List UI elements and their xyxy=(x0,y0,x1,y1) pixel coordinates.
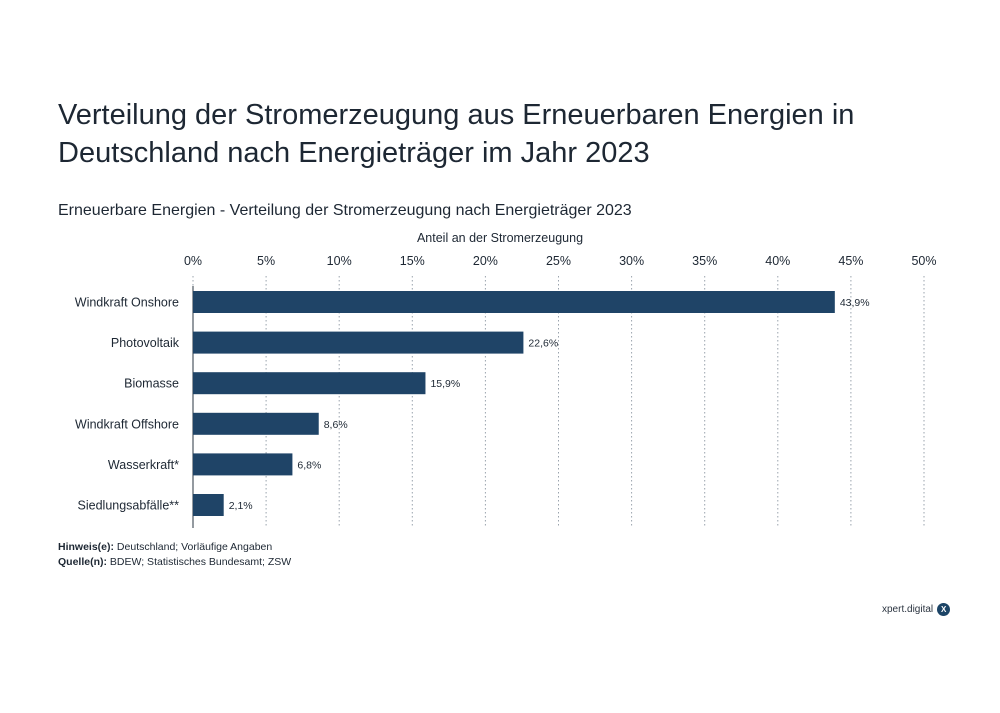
note-hinweis-label: Hinweis(e): xyxy=(58,541,115,553)
x-tick-label: 45% xyxy=(838,254,863,268)
note-quelle-text: BDEW; Statistisches Bundesamt; ZSW xyxy=(107,556,292,568)
bar xyxy=(193,412,319,435)
value-label: 8,6% xyxy=(324,419,348,431)
x-tick-label: 25% xyxy=(546,254,571,268)
value-label: 2,1% xyxy=(229,500,253,512)
x-tick-labels: 0% 5% 10% 15% 20% 25% 30% 35% 40% 45% 50% xyxy=(184,254,937,268)
x-axis-label: Anteil an der Stromerzeugung xyxy=(417,231,583,245)
grid-lines xyxy=(192,276,925,528)
category-label: Windkraft Onshore xyxy=(75,296,179,310)
value-label: 43,9% xyxy=(840,297,870,309)
x-tick-label: 40% xyxy=(765,254,790,268)
bar xyxy=(193,331,524,354)
note-quelle: Quelle(n): BDEW; Statistisches Bundesamt… xyxy=(58,556,291,568)
category-label: Biomasse xyxy=(124,377,179,391)
value-labels: 43,9% 22,6% 15,9% 8,6% 6,8% 2,1% xyxy=(229,297,870,512)
value-label: 6,8% xyxy=(297,459,321,471)
brand-logo[interactable]: xpert.digital X xyxy=(882,603,951,616)
x-tick-label: 20% xyxy=(473,254,498,268)
value-label: 15,9% xyxy=(430,378,460,390)
x-tick-label: 30% xyxy=(619,254,644,268)
category-label: Wasserkraft* xyxy=(108,458,179,472)
note-hinweis: Hinweis(e): Deutschland; Vorläufige Anga… xyxy=(58,541,272,553)
bar xyxy=(193,453,293,476)
category-labels: Windkraft Onshore Photovoltaik Biomasse Win… xyxy=(75,296,180,513)
x-tick-label: 0% xyxy=(184,254,202,268)
brand-x-icon: X xyxy=(937,603,951,616)
bars xyxy=(193,291,835,516)
x-tick-label: 50% xyxy=(911,254,936,268)
chart-subtitle: Erneuerbare Energien - Verteilung der St… xyxy=(58,202,632,219)
bar xyxy=(193,372,426,395)
x-tick-label: 5% xyxy=(257,254,275,268)
x-tick-label: 35% xyxy=(692,254,717,268)
category-label: Photovoltaik xyxy=(111,336,180,350)
x-tick-label: 10% xyxy=(327,254,352,268)
bar xyxy=(193,291,835,313)
page-title: Verteilung der Stromerzeugung aus Erneue… xyxy=(58,99,855,169)
brand-name: xpert.digital xyxy=(882,604,934,615)
note-hinweis-text: Deutschland; Vorläufige Angaben xyxy=(114,541,273,553)
note-quelle-label: Quelle(n): xyxy=(58,556,107,568)
category-label: Windkraft Offshore xyxy=(75,417,179,431)
bar xyxy=(193,494,224,516)
x-tick-label: 15% xyxy=(400,254,425,268)
value-label: 22,6% xyxy=(528,338,558,350)
category-label: Siedlungsabfälle** xyxy=(78,499,180,513)
